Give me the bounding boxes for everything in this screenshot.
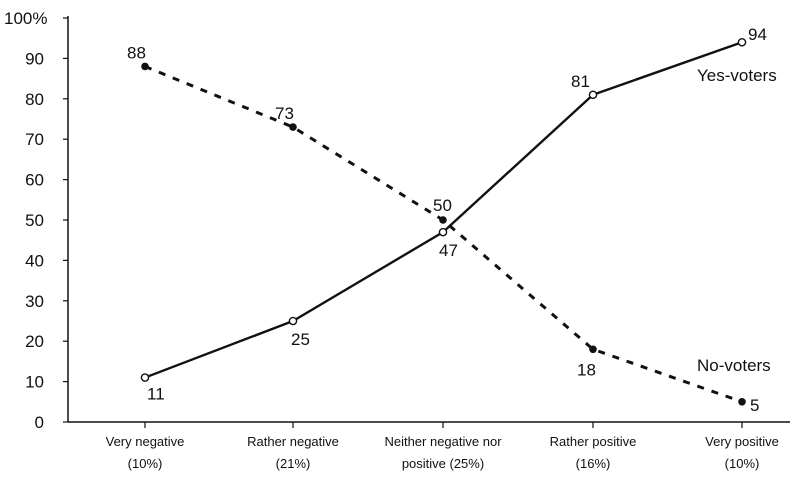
x-tick-label: (10%) (128, 456, 163, 471)
data-label: 18 (577, 360, 596, 379)
x-axis-ticks: Very negative (10%) Rather negative (21%) Ne… (106, 422, 779, 471)
data-point (737, 37, 747, 47)
data-label: 25 (291, 330, 310, 349)
x-tick-label: positive (25%) (402, 456, 484, 471)
data-label: 73 (275, 104, 294, 123)
x-tick-label: Rather negative (247, 434, 339, 449)
series-name-label: Yes-voters (697, 66, 777, 85)
y-tick-label: 90 (25, 49, 44, 68)
x-tick-label: Neither negative nor (384, 434, 502, 449)
series-name-label: No-voters (697, 356, 771, 375)
y-tick-label: 80 (25, 90, 44, 109)
data-point (141, 62, 149, 71)
y-axis-ticks: 0 10 20 30 40 50 60 70 80 90 100% (4, 9, 68, 432)
y-tick-label: 60 (25, 171, 44, 190)
data-point (439, 216, 447, 224)
x-tick-label: Very negative (106, 434, 185, 449)
y-tick-label: 100% (4, 9, 47, 28)
y-tick-label: 70 (25, 130, 44, 149)
data-point (288, 316, 298, 326)
data-label: 5 (750, 396, 759, 415)
y-tick-label: 20 (25, 332, 44, 351)
y-tick-label: 30 (25, 292, 44, 311)
data-point (289, 123, 297, 131)
data-labels: 11 25 47 81 94 88 73 50 18 5 (127, 25, 767, 415)
x-tick-label: (16%) (576, 456, 611, 471)
data-point (738, 398, 746, 406)
data-label: 50 (433, 196, 452, 215)
data-point (588, 90, 598, 100)
data-label: 11 (147, 385, 165, 404)
x-tick-label: Rather positive (550, 434, 637, 449)
series-labels: Yes-voters No-voters (697, 66, 777, 375)
y-tick-label: 40 (25, 251, 44, 270)
y-tick-label: 10 (25, 373, 44, 392)
data-label: 88 (127, 43, 146, 62)
series-points (140, 37, 747, 406)
data-point (589, 345, 597, 354)
y-tick-label: 50 (25, 211, 44, 230)
data-point (438, 227, 448, 237)
x-tick-label: (10%) (725, 456, 760, 471)
y-tick-label: 0 (35, 413, 44, 432)
data-label: 94 (748, 25, 767, 44)
x-tick-label: Very positive (705, 434, 779, 449)
data-label: 81 (571, 72, 590, 91)
axes (67, 16, 790, 423)
data-label: 47 (439, 241, 458, 260)
data-point (140, 373, 150, 382)
x-tick-label: (21%) (276, 456, 311, 471)
